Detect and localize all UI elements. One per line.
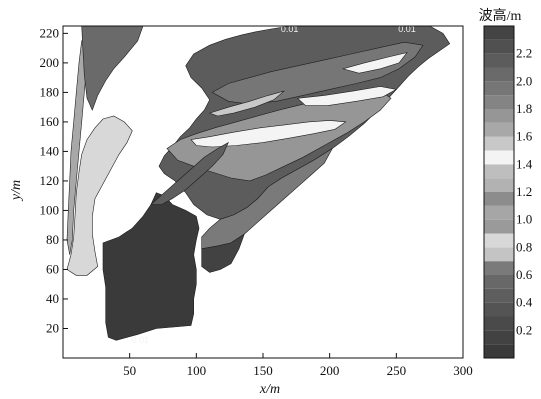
region-bright-band-4 — [341, 52, 408, 74]
y-tick-label: 200 — [40, 55, 60, 70]
colorbar-swatch — [484, 233, 514, 248]
region-upper-shoal — [211, 41, 424, 105]
colorbar-swatch — [484, 164, 514, 179]
colorbar: 0.2 0.4 0.6 0.8 1.0 1.2 1.4 1.6 1.8 2.0 2.2 — [483, 25, 533, 359]
x-axis: 50 100 150 200 250 300 — [123, 353, 473, 378]
colorbar-swatch — [484, 219, 514, 234]
y-tick-label: 40 — [46, 291, 59, 306]
y-tick-label: 180 — [40, 84, 60, 99]
colorbar-swatch — [484, 247, 514, 262]
colorbar-swatch — [484, 316, 514, 331]
colorbar-swatch — [484, 95, 514, 109]
colorbar-swatch — [484, 26, 514, 40]
colorbar-swatch — [484, 192, 514, 206]
x-axis-label: x/m — [259, 382, 280, 397]
colorbar-swatch — [484, 288, 514, 303]
colorbar-swatch — [484, 205, 514, 220]
region-breakwater-lobe — [201, 233, 245, 273]
colorbar-tick-label: 2.2 — [516, 46, 532, 61]
colorbar-tick-label: 0.4 — [516, 295, 533, 310]
colorbar-tick-label: 0.8 — [516, 239, 532, 254]
y-tick-label: 160 — [40, 114, 60, 129]
colorbar-swatch — [484, 261, 514, 275]
region-ship-lane — [150, 141, 229, 205]
x-tick-label: 50 — [123, 363, 136, 378]
colorbar-swatch — [484, 330, 514, 345]
y-tick-label: 120 — [40, 173, 60, 188]
colorbar-tick-label: 1.6 — [516, 129, 533, 144]
colorbar-frame — [483, 25, 515, 359]
y-axis: 20 40 60 80 100 120 140 160 180 200 220 — [40, 25, 68, 335]
region-upper-left-strip — [81, 26, 144, 111]
y-axis-label: y/m — [9, 180, 24, 202]
colorbar-tick-label: 0.6 — [516, 267, 533, 282]
colorbar-swatch — [484, 67, 514, 82]
y-tick-label: 220 — [40, 25, 60, 40]
colorbar-swatch — [484, 39, 514, 54]
colorbar-title: 波高/m — [479, 7, 522, 24]
colorbar-swatch — [484, 109, 514, 123]
colorbar-swatch — [484, 81, 514, 96]
colorbar-swatch — [484, 302, 514, 317]
x-tick-label: 200 — [320, 363, 340, 378]
plot-area: 0.01 0.01 0.01 — [66, 24, 451, 345]
colorbar-swatch — [484, 136, 514, 151]
colorbar-swatch — [484, 122, 514, 137]
contour-label: 0.01 — [281, 24, 299, 34]
region-basin — [102, 192, 200, 341]
contour-label: 0.01 — [398, 24, 416, 34]
colorbar-swatch — [484, 344, 514, 358]
colorbar-tick-label: 0.2 — [516, 322, 532, 337]
x-tick-label: 250 — [387, 363, 407, 378]
y-tick-label: 80 — [46, 232, 59, 247]
x-tick-label: 150 — [253, 363, 273, 378]
colorbar-swatch — [484, 150, 514, 165]
x-tick-label: 100 — [187, 363, 207, 378]
colorbar-swatch — [484, 178, 514, 192]
colorbar-tick-label: 2.0 — [516, 73, 532, 88]
region-light-band-3 — [208, 90, 285, 117]
y-tick-label: 60 — [46, 261, 59, 276]
colorbar-swatch — [484, 275, 514, 289]
colorbar-tick-label: 1.0 — [516, 212, 532, 227]
y-tick-label: 100 — [40, 202, 60, 217]
x-tick-label: 300 — [453, 363, 473, 378]
colorbar-swatch — [484, 53, 514, 68]
y-tick-label: 20 — [46, 320, 59, 335]
region-bright-band-2 — [297, 86, 398, 106]
y-tick-label: 140 — [40, 143, 60, 158]
contour-label: 0.01 — [132, 335, 150, 345]
colorbar-tick-label: 1.4 — [516, 156, 533, 171]
colorbar-tick-label: 1.2 — [516, 184, 532, 199]
colorbar-tick-label: 1.8 — [516, 101, 532, 116]
region-left-channel — [66, 115, 133, 276]
